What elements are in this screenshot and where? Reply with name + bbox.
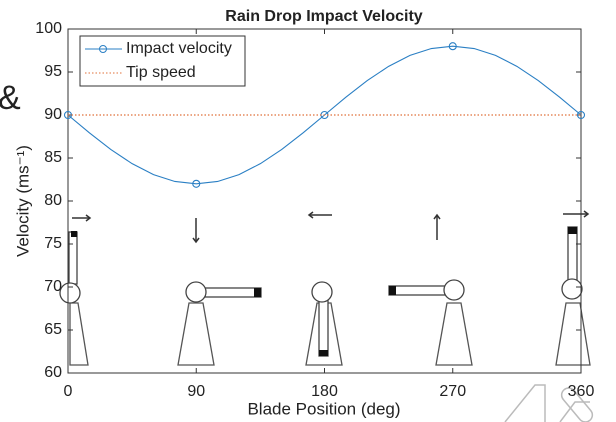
- y-tick-label: 70: [44, 278, 62, 295]
- legend-box: [79, 35, 246, 87]
- y-tick-label: 75: [44, 235, 62, 252]
- y-tick-label: 95: [44, 63, 62, 80]
- x-tick-label: 0: [64, 383, 73, 400]
- turbine-360: [555, 210, 591, 366]
- legend-label: Tip speed: [126, 64, 196, 81]
- x-tick-label: 90: [187, 383, 205, 400]
- x-tick-label: 270: [439, 383, 466, 400]
- y-tick-label: 60: [44, 364, 62, 381]
- turbine-270: [388, 213, 473, 366]
- turbine-90: [177, 218, 262, 366]
- data-point: [576, 110, 586, 120]
- turbine-illustrations: [59, 210, 591, 366]
- y-tick-label: 100: [35, 20, 62, 37]
- x-tick-label: 180: [311, 383, 338, 400]
- data-point: [448, 42, 457, 51]
- turbine-180: [305, 211, 343, 366]
- side-text: &: [0, 79, 21, 117]
- corner-shapes: [504, 384, 594, 422]
- x-axis-label: Blade Position (deg): [247, 399, 400, 418]
- legend-label: Impact velocity: [126, 40, 232, 57]
- y-tick-label: 80: [44, 192, 62, 209]
- x-tick-label: 360: [568, 383, 595, 400]
- y-tick-label: 65: [44, 321, 62, 338]
- y-axis-label: Velocity (ms⁻¹): [13, 145, 32, 257]
- y-tick-label: 90: [44, 106, 62, 123]
- legend: Impact velocity Tip speed: [79, 35, 246, 87]
- data-point: [192, 179, 201, 188]
- y-tick-label: 85: [44, 149, 62, 166]
- chart-title: Rain Drop Impact Velocity: [225, 8, 422, 25]
- legend-marker: [99, 45, 107, 53]
- turbine-0: [59, 214, 92, 366]
